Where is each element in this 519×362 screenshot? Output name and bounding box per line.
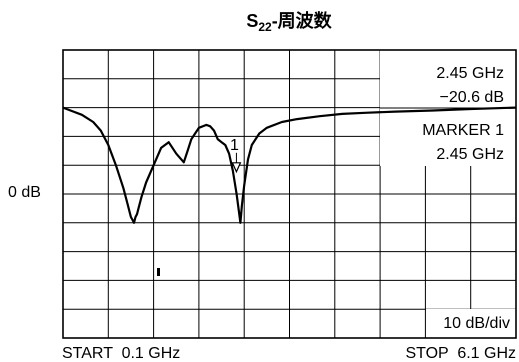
marker-frequency: 2.45 GHz	[436, 146, 504, 163]
chart-title: S22-周波数	[246, 10, 332, 34]
scale-label: 10 dB/div	[443, 315, 510, 332]
series-line	[62, 106, 517, 224]
chart-title-rest: -周波数	[272, 10, 333, 31]
marker-number-label: 1	[230, 137, 239, 154]
reference-level-label: 0 dB	[8, 184, 41, 201]
stop-frequency-label: STOP 6.1 GHz	[405, 345, 516, 362]
plot-frame	[62, 49, 517, 339]
chart-title-main: S	[246, 11, 258, 31]
trace-artifact	[157, 268, 160, 276]
chart-title-subscript: 22	[258, 20, 272, 34]
scale-label-box	[426, 309, 516, 338]
start-frequency-label: START 0.1 GHz	[62, 345, 180, 362]
marker-readout-value: −20.6 dB	[440, 89, 505, 106]
marker-title: MARKER 1	[422, 122, 504, 139]
marker-readout-frequency: 2.45 GHz	[436, 65, 504, 82]
